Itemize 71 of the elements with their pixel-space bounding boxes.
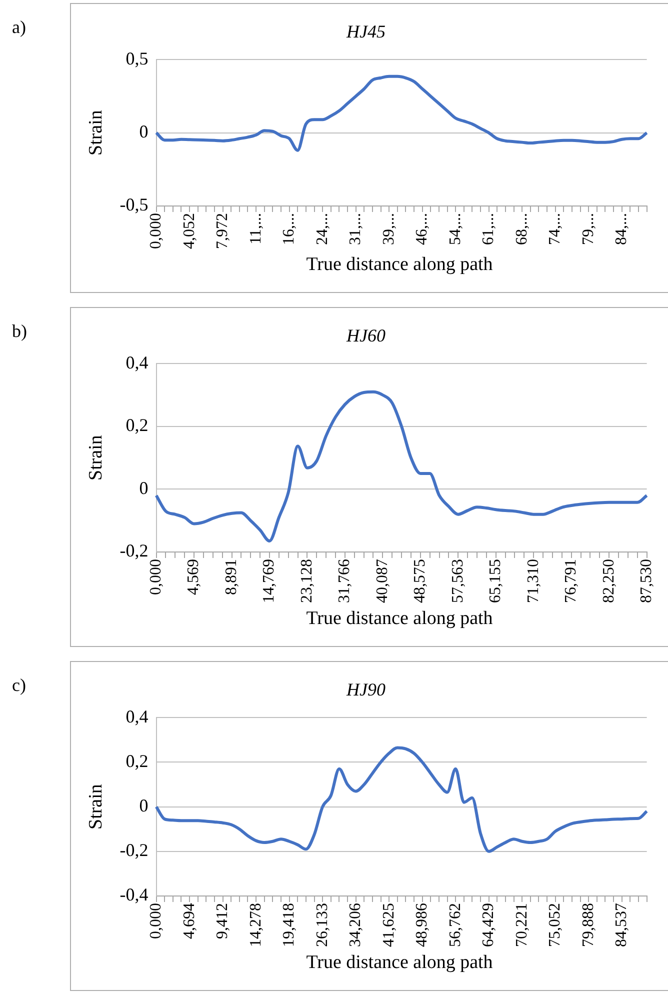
line-series bbox=[154, 74, 648, 152]
x-tick-label: 79,... bbox=[580, 213, 597, 245]
x-tick-label: 11,... bbox=[247, 213, 264, 244]
y-tick-label: -0,2 bbox=[120, 540, 148, 561]
x-tick-label: 64,429 bbox=[480, 903, 498, 947]
x-tick-label: 0,000 bbox=[147, 903, 164, 939]
x-tick-label: 70,221 bbox=[513, 903, 530, 947]
y-tick-label: 0,5 bbox=[126, 48, 148, 68]
chart-title: HJ90 bbox=[346, 680, 386, 700]
y-axis-title: Strain bbox=[85, 784, 106, 830]
x-tick-label: 31,766 bbox=[336, 559, 354, 603]
chart-title: HJ60 bbox=[346, 326, 386, 346]
line-series bbox=[154, 390, 648, 543]
x-tick-label: 26,133 bbox=[314, 903, 331, 947]
x-tick-label: 4,569 bbox=[185, 559, 202, 595]
y-tick-label: -0,4 bbox=[120, 884, 148, 905]
x-axis-title: True distance along path bbox=[305, 254, 494, 276]
chart-title: HJ45 bbox=[346, 22, 386, 42]
x-tick-label: 34,206 bbox=[347, 903, 364, 947]
x-tick-label: 56,762 bbox=[446, 903, 464, 947]
x-tick-label: 4,052 bbox=[180, 213, 198, 249]
y-tick-label: -0,2 bbox=[120, 840, 148, 860]
x-tick-label: 4,694 bbox=[180, 903, 198, 939]
y-tick-label: 0 bbox=[139, 796, 148, 816]
x-tick-label: 0,000 bbox=[147, 213, 164, 249]
line-series bbox=[154, 746, 648, 853]
x-tick-label: 23,128 bbox=[298, 559, 316, 603]
y-tick-label: 0,2 bbox=[126, 750, 148, 771]
y-tick-label: 0 bbox=[139, 478, 148, 498]
y-tick-label: 0,2 bbox=[126, 415, 148, 436]
text: a) bbox=[12, 17, 26, 38]
x-tick-label: 7,972 bbox=[214, 213, 232, 249]
x-tick-label: 14,278 bbox=[247, 903, 264, 947]
x-tick-label: 84,537 bbox=[613, 903, 630, 947]
x-tick-label: 84,... bbox=[613, 213, 630, 245]
x-tick-label: 82,250 bbox=[600, 559, 618, 603]
x-tick-label: 61,... bbox=[480, 213, 498, 245]
x-axis-title: True distance along path bbox=[305, 952, 494, 974]
y-tick-label: 0 bbox=[139, 122, 148, 142]
x-tick-label: 57,563 bbox=[449, 559, 466, 603]
x-tick-label: 48,986 bbox=[414, 903, 431, 947]
x-tick-label: 14,769 bbox=[260, 559, 278, 603]
y-tick-label: 0,4 bbox=[126, 352, 148, 372]
x-tick-label: 74,... bbox=[546, 213, 564, 245]
y-axis-title: Strain bbox=[85, 110, 106, 156]
y-axis-title: Strain bbox=[85, 434, 106, 480]
x-tick-label: 46,... bbox=[414, 213, 431, 245]
x-tick-label: 79,888 bbox=[580, 903, 597, 947]
x-tick-label: 39,... bbox=[380, 213, 398, 245]
text: c) bbox=[12, 675, 26, 696]
x-tick-label: 75,052 bbox=[546, 903, 564, 947]
x-tick-label: 31,... bbox=[347, 213, 364, 245]
x-tick-label: 40,087 bbox=[374, 559, 391, 603]
x-tick-label: 68,... bbox=[513, 213, 530, 245]
x-tick-label: 24,... bbox=[314, 213, 331, 245]
y-tick-label: 0,4 bbox=[126, 706, 148, 726]
x-tick-label: 19,418 bbox=[280, 903, 298, 947]
x-axis-title: True distance along path bbox=[305, 608, 494, 630]
x-tick-label: 16,... bbox=[280, 213, 298, 245]
y-tick-label: -0,5 bbox=[120, 194, 148, 215]
x-tick-label: 54,... bbox=[446, 213, 464, 245]
x-tick-label: 76,791 bbox=[562, 559, 580, 603]
x-tick-label: 87,530 bbox=[638, 559, 656, 603]
x-tick-label: 9,412 bbox=[214, 903, 232, 939]
x-tick-label: 48,575 bbox=[412, 559, 429, 603]
x-tick-label: 0,000 bbox=[147, 559, 164, 595]
x-tick-label: 41,625 bbox=[380, 903, 398, 947]
text: b) bbox=[12, 321, 27, 342]
x-tick-label: 8,891 bbox=[222, 559, 240, 595]
x-tick-label: 65,155 bbox=[487, 559, 504, 603]
x-tick-label: 71,310 bbox=[524, 559, 542, 603]
